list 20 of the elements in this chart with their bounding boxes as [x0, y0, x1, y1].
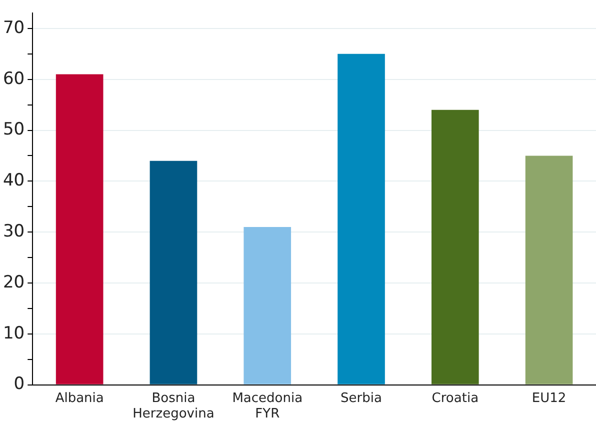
y-tick-label: 20 [2, 272, 25, 292]
x-tick-label: Croatia [432, 390, 479, 406]
bar [338, 54, 385, 384]
bar [431, 110, 479, 384]
x-tick-label: Bosnia Herzegovina [132, 390, 214, 422]
x-tick-label: EU12 [532, 390, 566, 406]
y-tick-label: 70 [2, 18, 25, 38]
x-tick-label: Macedonia FYR [232, 390, 303, 422]
y-tick-label: 60 [2, 68, 25, 89]
y-tick-label: 30 [2, 222, 25, 242]
bar [150, 160, 198, 384]
y-tick-label: 0 [14, 374, 25, 394]
x-tick-label: Serbia [340, 390, 382, 406]
y-tick-label: 50 [2, 120, 25, 140]
bar [525, 156, 573, 384]
y-tick-label: 40 [2, 170, 25, 191]
bar [56, 74, 104, 384]
bar [244, 227, 292, 384]
x-tick-label: Albania [55, 390, 104, 406]
y-tick-label: 10 [2, 323, 25, 344]
